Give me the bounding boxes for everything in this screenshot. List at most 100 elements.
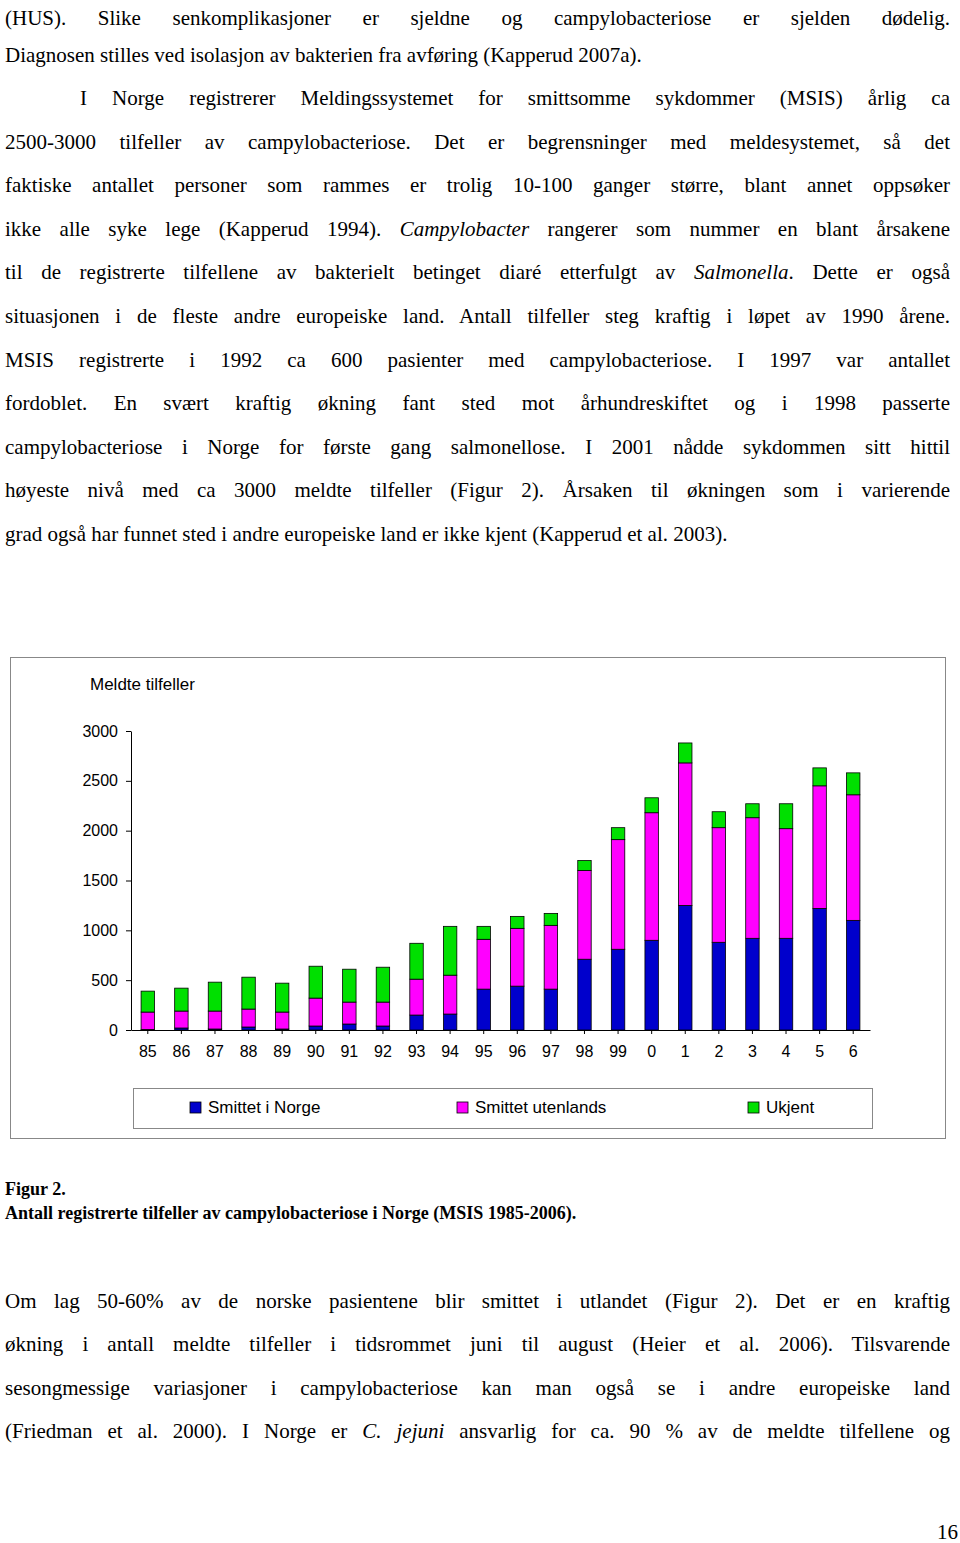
x-tick: 5 bbox=[815, 1030, 824, 1060]
bar-segment bbox=[578, 871, 591, 960]
x-tick: 85 bbox=[139, 1030, 157, 1060]
x-tick-mark bbox=[786, 1030, 787, 1034]
bar-segment bbox=[275, 983, 288, 1012]
text-run: ikke alle syke lege (Kapperud 1994). bbox=[5, 217, 400, 241]
x-tick-mark bbox=[416, 1030, 417, 1034]
y-axis-title: Meldte tilfeller bbox=[90, 675, 195, 694]
bar-segment bbox=[712, 828, 725, 943]
bar-segment bbox=[376, 967, 389, 1002]
chart-frame bbox=[11, 658, 946, 1139]
chart: 0500100015002000250030008586878889909192… bbox=[10, 657, 946, 1139]
italic-text: Salmonella bbox=[694, 260, 789, 284]
y-tick-mark bbox=[126, 731, 131, 732]
text-line: Diagnosen stilles ved isolasjon av bakte… bbox=[5, 42, 950, 68]
bar-segment bbox=[175, 988, 188, 1011]
x-tick: 2 bbox=[714, 1030, 723, 1060]
legend-swatch bbox=[748, 1102, 759, 1113]
x-tick-mark bbox=[382, 1030, 383, 1034]
text-run: fordoblet. En svært kraftig økning fant … bbox=[5, 391, 950, 415]
x-tick: 93 bbox=[408, 1030, 426, 1060]
x-tick-mark bbox=[248, 1030, 249, 1034]
bar-segment bbox=[746, 818, 759, 939]
x-tick: 6 bbox=[849, 1030, 858, 1060]
y-tick-label: 3000 bbox=[82, 723, 118, 740]
legend-label: Smittet i Norge bbox=[208, 1098, 320, 1117]
bar-segment bbox=[779, 829, 792, 939]
text-line: MSIS registrerte i 1992 ca 600 pasienter… bbox=[5, 347, 950, 373]
bar-segment bbox=[611, 828, 624, 840]
bar-segment bbox=[511, 928, 524, 986]
y-tick: 0 bbox=[109, 1022, 131, 1039]
bar-segment bbox=[846, 795, 859, 921]
legend-item: Ukjent bbox=[748, 1098, 814, 1117]
x-tick: 87 bbox=[206, 1030, 224, 1060]
x-tick-label: 86 bbox=[172, 1043, 190, 1060]
bar-segment bbox=[443, 1014, 456, 1030]
x-axis: 8586878889909192939495969798990123456 bbox=[132, 1030, 871, 1060]
bar-segment bbox=[846, 773, 859, 795]
text-line: fordoblet. En svært kraftig økning fant … bbox=[5, 390, 950, 416]
text-run: ansvarlig for ca. 90 % av de meldte tilf… bbox=[444, 1419, 950, 1443]
x-tick-mark bbox=[282, 1030, 283, 1034]
legend-swatch bbox=[190, 1102, 201, 1113]
x-tick: 1 bbox=[681, 1030, 690, 1060]
y-tick-label: 500 bbox=[91, 972, 118, 989]
x-tick: 97 bbox=[542, 1030, 560, 1060]
text-run: til de registrerte tilfellene av bakteri… bbox=[5, 260, 694, 284]
bar-segment bbox=[779, 804, 792, 829]
x-tick-label: 95 bbox=[475, 1043, 493, 1060]
y-tick-mark bbox=[126, 1030, 131, 1031]
bar-segment bbox=[712, 942, 725, 1030]
bar-segment bbox=[477, 926, 490, 939]
bar-segment bbox=[511, 986, 524, 1030]
x-tick: 89 bbox=[273, 1030, 291, 1060]
bar-segment bbox=[746, 804, 759, 818]
x-tick-label: 4 bbox=[782, 1043, 791, 1060]
bar-segment bbox=[242, 977, 255, 1009]
bar-segment bbox=[544, 925, 557, 989]
text-run: faktiske antallet personer som rammes er… bbox=[5, 173, 950, 197]
bar-series bbox=[141, 743, 860, 1012]
bar-segment bbox=[779, 938, 792, 1030]
bar-segment bbox=[679, 905, 692, 1030]
bar-segment bbox=[712, 812, 725, 828]
bar-segment bbox=[376, 1026, 389, 1030]
legend-label: Ukjent bbox=[766, 1098, 814, 1117]
x-tick-mark bbox=[651, 1030, 652, 1034]
bar-segment bbox=[813, 908, 826, 1030]
x-tick: 86 bbox=[172, 1030, 190, 1060]
x-tick-label: 97 bbox=[542, 1043, 560, 1060]
bar-segment bbox=[645, 940, 658, 1030]
bar-segment bbox=[544, 913, 557, 925]
x-tick-label: 92 bbox=[374, 1043, 392, 1060]
x-tick-mark bbox=[181, 1030, 182, 1034]
x-tick: 95 bbox=[475, 1030, 493, 1060]
text-line: økning i antall meldte tilfeller i tidsr… bbox=[5, 1331, 950, 1357]
bar-segment bbox=[343, 1002, 356, 1024]
legend-swatch bbox=[457, 1102, 468, 1113]
y-tick-mark bbox=[126, 881, 131, 882]
x-tick-mark bbox=[718, 1030, 719, 1034]
x-tick-mark bbox=[349, 1030, 350, 1034]
x-tick: 90 bbox=[307, 1030, 325, 1060]
x-tick-label: 89 bbox=[273, 1043, 291, 1060]
text-line: 2500-3000 tilfeller av campylobacteriose… bbox=[5, 129, 950, 155]
text-run: I Norge registrerer Meldingssystemet for… bbox=[80, 86, 950, 110]
bar-segment bbox=[208, 982, 221, 1011]
x-tick: 4 bbox=[782, 1030, 791, 1060]
bar-segment bbox=[443, 975, 456, 1014]
bar-segment bbox=[343, 969, 356, 1002]
y-tick-mark bbox=[126, 930, 131, 931]
text-line: høyeste nivå med ca 3000 meldte tilfelle… bbox=[5, 477, 950, 503]
text-line: grad også har funnet sted i andre europe… bbox=[5, 521, 950, 547]
x-tick: 91 bbox=[340, 1030, 358, 1060]
text-line: (Friedman et al. 2000). I Norge er C. je… bbox=[5, 1418, 950, 1444]
bar-segment bbox=[141, 1012, 154, 1029]
x-axis-line bbox=[132, 1030, 871, 1031]
italic-text: Campylobacter bbox=[400, 217, 529, 241]
text-run: rangerer som nummer en blant årsakene bbox=[529, 217, 950, 241]
text-run: Om lag 50-60% av de norske pasientene bl… bbox=[5, 1289, 950, 1313]
caption-label: Figur 2. bbox=[5, 1178, 66, 1200]
x-tick-mark bbox=[147, 1030, 148, 1034]
text-line: situasjonen i de fleste andre europeiske… bbox=[5, 303, 950, 329]
